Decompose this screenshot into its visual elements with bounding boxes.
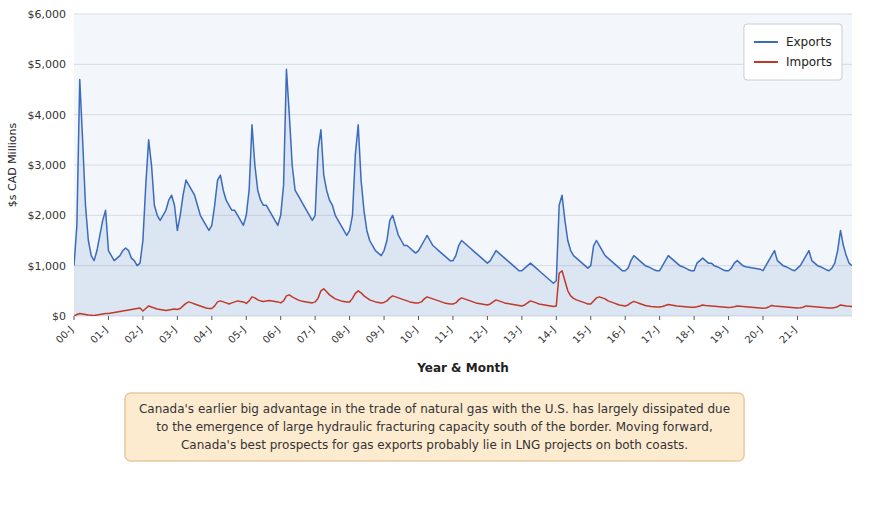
x-tick — [487, 316, 488, 320]
x-tick-label: 02-J — [123, 324, 145, 346]
plot-marks — [74, 69, 852, 316]
caption: Canada's earlier big advantage in the tr… — [125, 393, 744, 461]
x-tick-label: 05-J — [226, 324, 248, 346]
x-tick-label: 17-J — [639, 324, 661, 346]
legend-box — [744, 24, 842, 80]
x-tick-label: 08-J — [329, 324, 351, 346]
x-tick-label: 16-J — [605, 324, 627, 346]
x-tick-label: 09-J — [364, 324, 386, 346]
x-tick — [246, 316, 247, 320]
x-tick — [659, 316, 660, 320]
x-tick — [694, 316, 695, 320]
caption-text: Canada's earlier big advantage in the tr… — [139, 402, 730, 452]
y-tick-label: $1,000 — [28, 260, 67, 273]
x-tick-label: 03-J — [157, 324, 179, 346]
y-tick-label: $2,000 — [28, 209, 67, 222]
y-tick-label: $6,000 — [28, 8, 67, 21]
grid-line — [74, 165, 852, 166]
x-axis-label: Year & Month — [416, 361, 509, 375]
x-tick-label: 12-J — [467, 324, 489, 346]
y-axis-label: $s CAD Millions — [6, 122, 19, 207]
x-tick-label: 21-J — [777, 324, 799, 346]
x-tick — [590, 316, 591, 320]
x-tick — [625, 316, 626, 320]
x-tick — [74, 316, 75, 320]
x-tick — [384, 316, 385, 320]
x-tick — [280, 316, 281, 320]
caption-line: to the emergence of large hydraulic frac… — [156, 420, 712, 434]
x-tick — [521, 316, 522, 320]
series-line — [74, 69, 852, 283]
x-tick-label: 15-J — [570, 324, 592, 346]
y-tick-label: $3,000 — [28, 159, 67, 172]
x-tick-label: 01-J — [88, 324, 110, 346]
x-tick — [728, 316, 729, 320]
caption-line: Canada's best prospects for gas exports … — [181, 438, 688, 452]
x-tick — [177, 316, 178, 320]
x-tick — [108, 316, 109, 320]
legend-swatch — [754, 41, 778, 43]
grid-line — [74, 114, 852, 115]
x-tick — [556, 316, 557, 320]
chart: $0 $1,000 $2,000 $3,000 $4,000 $5,000 $6,000 00… — [0, 0, 869, 511]
x-tick — [142, 316, 143, 320]
x-tick-label: 04-J — [191, 324, 213, 346]
legend-entry: Imports — [786, 55, 832, 69]
x-tick-label: 19-J — [708, 324, 730, 346]
series-line — [74, 271, 852, 316]
x-tick-label: 14-J — [536, 324, 558, 346]
x-tick-label: 11-J — [433, 324, 455, 346]
x-tick — [211, 316, 212, 320]
caption-box — [125, 393, 744, 461]
x-tick — [797, 316, 798, 320]
legend: Exports Imports — [744, 24, 842, 80]
x-tick — [452, 316, 453, 320]
y-tick-label: $0 — [52, 310, 66, 323]
x-tick-label: 10-J — [398, 324, 420, 346]
legend-entry: Exports — [786, 35, 832, 49]
x-tick-label: 00-J — [54, 324, 76, 346]
grid-line — [74, 64, 852, 65]
x-tick-label: 06-J — [260, 324, 282, 346]
y-tick-label: $5,000 — [28, 58, 67, 71]
y-tick-label: $4,000 — [28, 109, 67, 122]
legend-swatch — [754, 61, 778, 63]
caption-line: Canada's earlier big advantage in the tr… — [139, 402, 730, 416]
x-tick-label: 18-J — [674, 324, 696, 346]
x-tick — [349, 316, 350, 320]
x-tick — [315, 316, 316, 320]
x-tick — [763, 316, 764, 320]
x-tick-label: 20-J — [743, 324, 765, 346]
area-fill — [74, 69, 852, 316]
x-tick-label: 13-J — [501, 324, 523, 346]
grid-line — [74, 14, 852, 15]
x-tick-label: 07-J — [295, 324, 317, 346]
x-tick — [418, 316, 419, 320]
plot-background — [74, 14, 852, 316]
